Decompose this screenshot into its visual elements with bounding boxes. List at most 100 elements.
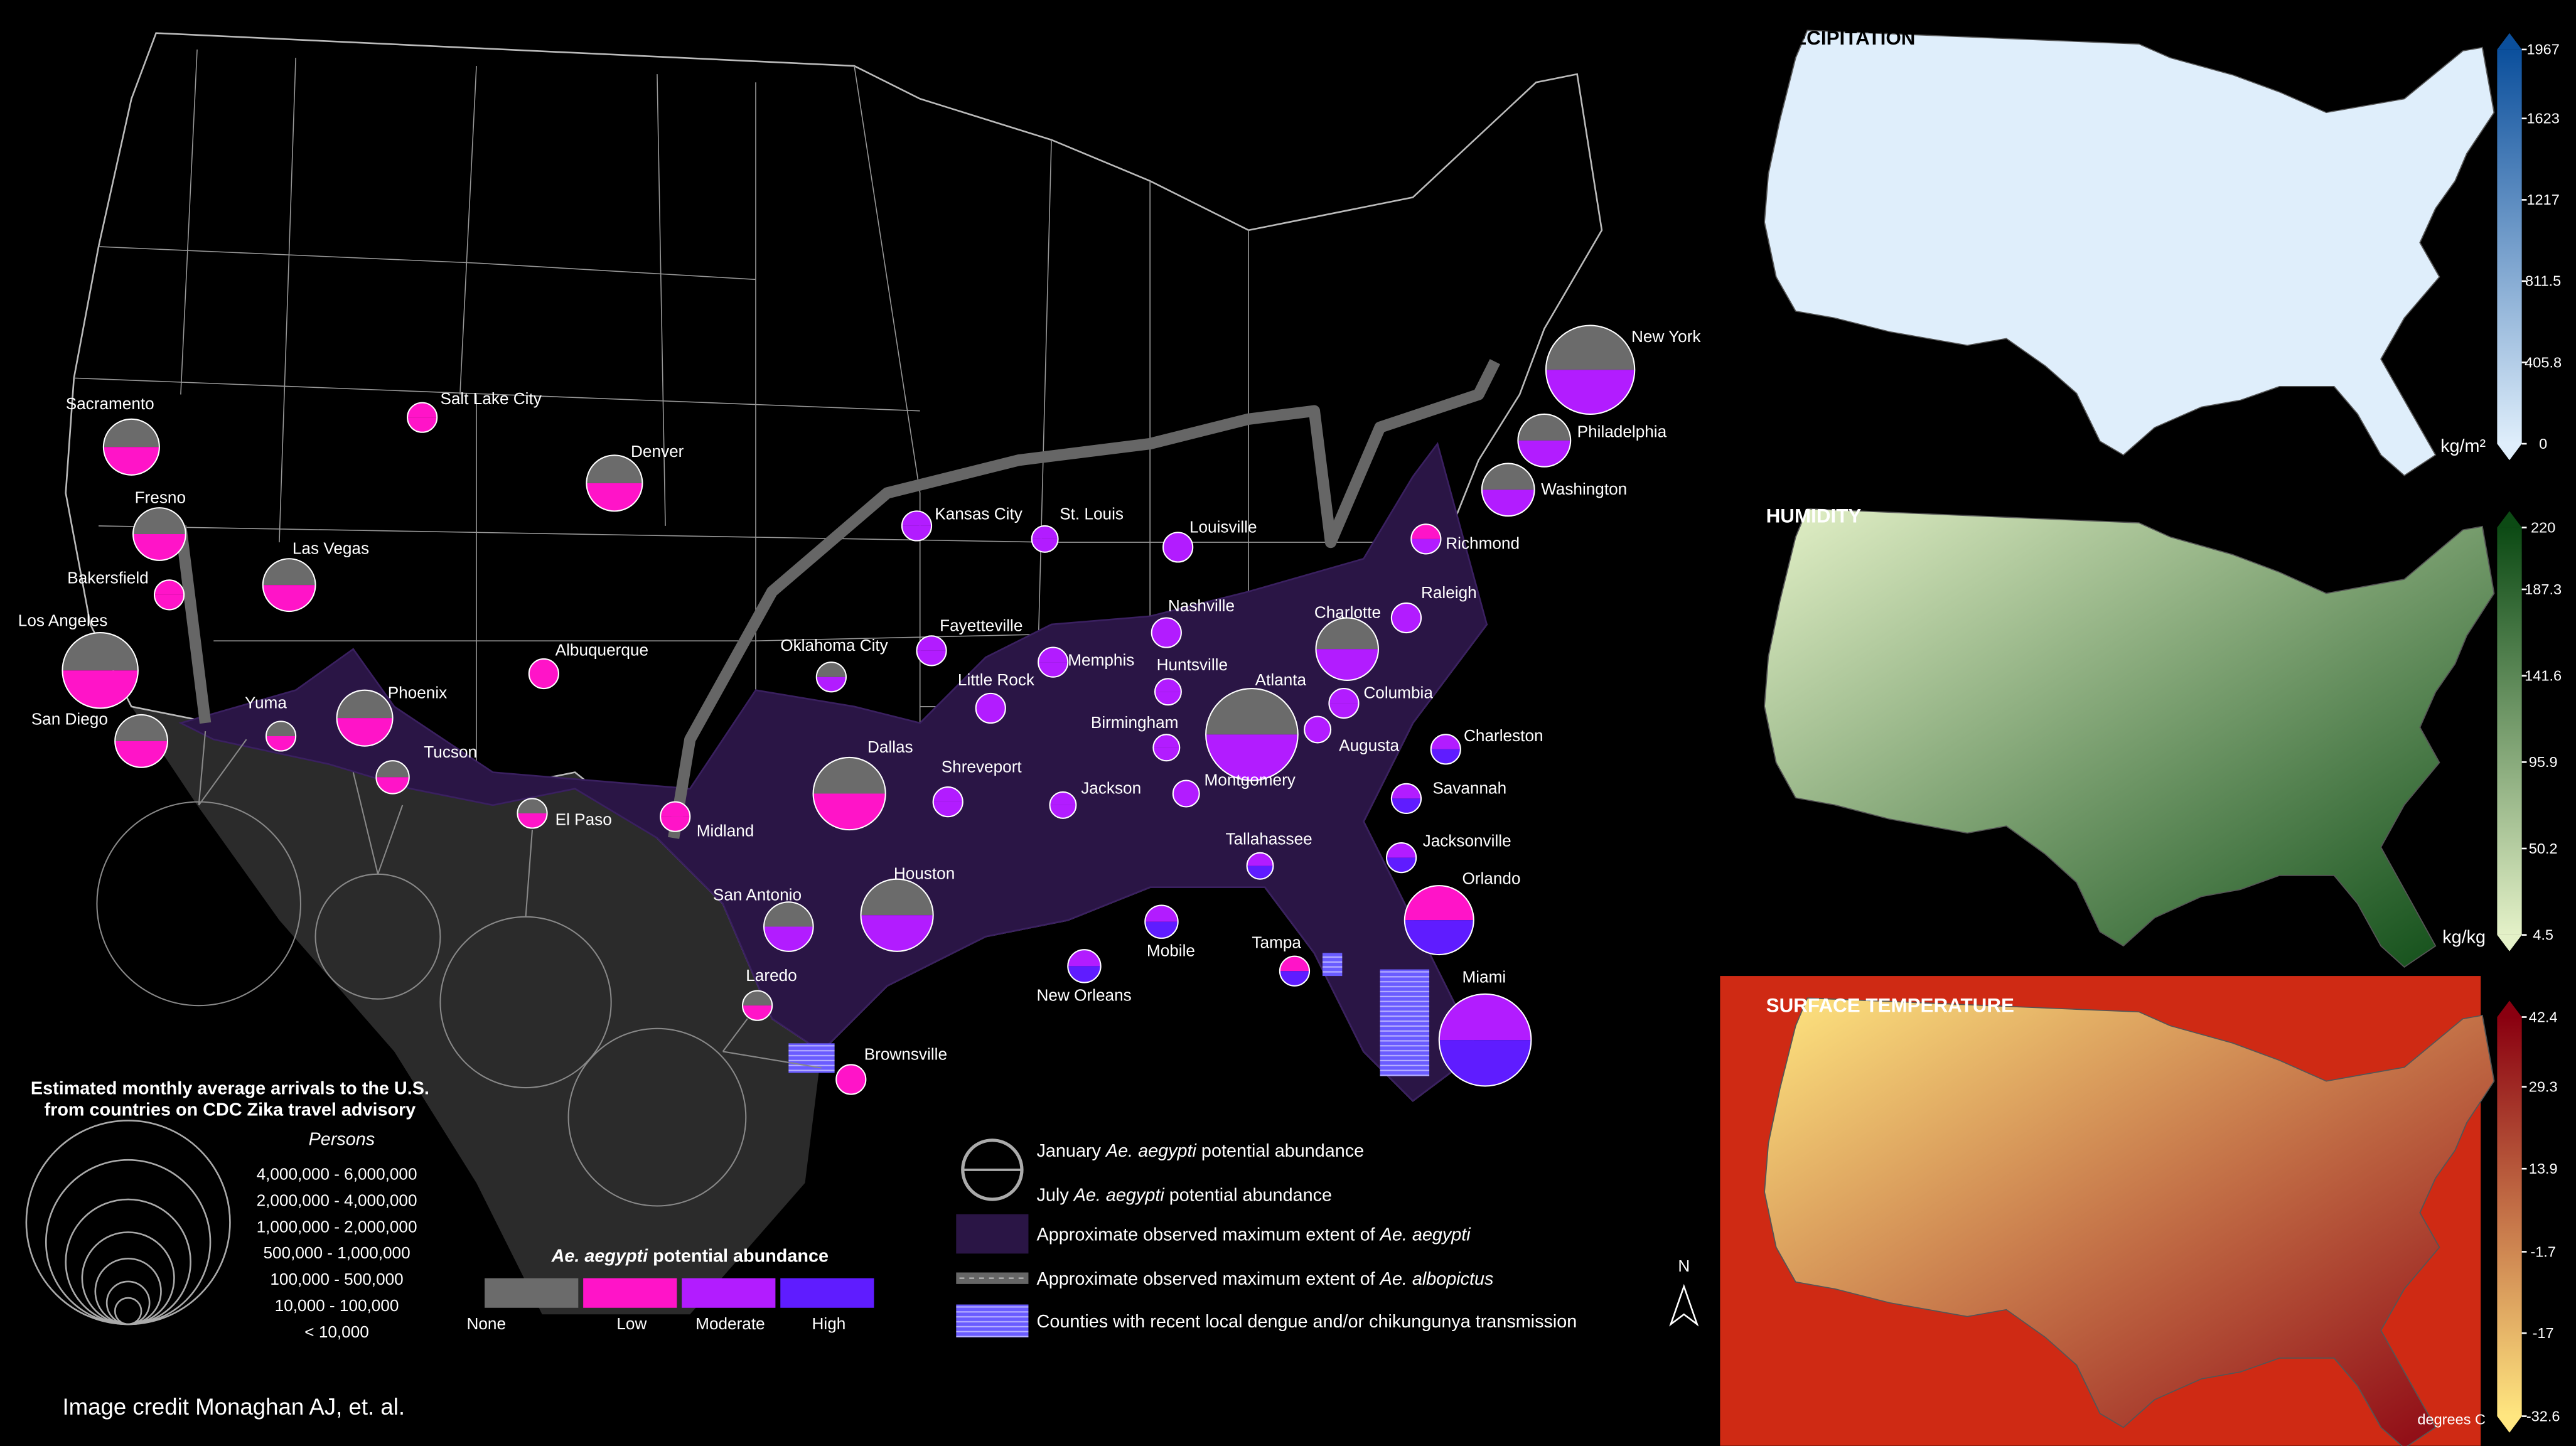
city-outline xyxy=(975,692,1006,724)
july-half xyxy=(1068,966,1101,983)
january-half xyxy=(1154,678,1181,692)
city-outline xyxy=(262,558,316,613)
dengue-counties xyxy=(788,953,1430,1076)
city-label: St. Louis xyxy=(1060,504,1124,523)
city-symbol xyxy=(1328,687,1360,719)
july-half xyxy=(916,650,947,666)
size-circle xyxy=(81,1231,175,1326)
july-half xyxy=(586,483,643,511)
city-label: Tucson xyxy=(424,742,477,761)
july-half xyxy=(266,736,296,751)
city-symbol xyxy=(102,418,160,476)
city-symbol xyxy=(1049,791,1077,819)
july-half xyxy=(1391,618,1422,633)
credit: Image credit Monaghan AJ, et. al. xyxy=(62,1394,405,1420)
key-symbols xyxy=(956,1138,1029,1337)
city-symbol xyxy=(1038,646,1069,678)
july-half xyxy=(103,447,159,475)
city-symbol xyxy=(835,1064,867,1095)
city-symbol xyxy=(262,558,316,613)
city-label: Kansas City xyxy=(935,504,1022,523)
city-outline xyxy=(1390,602,1422,634)
arrivals-legend: Estimated monthly average arrivals to th… xyxy=(25,1079,429,1326)
city-symbol xyxy=(1385,842,1417,874)
city-symbol xyxy=(407,402,438,433)
january-half xyxy=(517,798,547,813)
january-half xyxy=(262,559,316,586)
july-half xyxy=(154,594,185,610)
key-label-part: Approximate observed maximum extent of xyxy=(1037,1269,1380,1289)
january-half xyxy=(154,580,185,595)
city-label: Dallas xyxy=(867,737,913,756)
colorbar-tick-label: 42.4 xyxy=(2529,1009,2558,1025)
city-outline xyxy=(375,760,410,795)
size-class-label: 100,000 - 500,000 xyxy=(270,1270,403,1288)
size-class-label: 1,000,000 - 2,000,000 xyxy=(257,1217,417,1236)
city-label: Denver xyxy=(631,442,684,461)
city-symbol xyxy=(1390,602,1422,634)
january-half xyxy=(1173,780,1199,794)
panel-title: SURFACE TEMPERATURE xyxy=(1766,995,2014,1017)
city-symbol xyxy=(153,579,185,611)
city-outline xyxy=(1304,715,1332,744)
city-label: Bakersfield xyxy=(67,569,148,587)
january-half xyxy=(376,761,409,778)
arrivals-title-line: from countries on CDC Zika travel adviso… xyxy=(45,1100,416,1120)
city-symbol xyxy=(1315,617,1380,681)
january-half xyxy=(933,787,963,802)
city-outline xyxy=(153,579,185,611)
city-label: Miami xyxy=(1462,968,1506,987)
city-symbol xyxy=(1067,949,1102,983)
city-outline xyxy=(660,801,691,832)
colorbar-tick-label: 50.2 xyxy=(2529,840,2558,857)
north-arrow: N xyxy=(1669,1256,1699,1327)
colorbar-bottom-cap xyxy=(2497,1416,2522,1433)
key-label-part: January xyxy=(1037,1141,1106,1161)
january-half xyxy=(266,721,296,736)
city-symbol xyxy=(763,901,814,952)
colorbar-top-cap xyxy=(2497,33,2522,50)
city-outline xyxy=(812,756,886,831)
colorbar-bottom-cap xyxy=(2497,444,2522,461)
city-label: Louisville xyxy=(1189,517,1257,536)
city-outline xyxy=(528,658,559,690)
city-symbol xyxy=(901,510,933,542)
july-half xyxy=(743,1005,773,1020)
july-half xyxy=(1481,490,1535,517)
colorbar-tick-label: 95.9 xyxy=(2529,754,2558,770)
size-class-label: 2,000,000 - 4,000,000 xyxy=(257,1191,417,1210)
city-outline xyxy=(1172,779,1200,808)
july-half xyxy=(1154,692,1181,705)
july-half xyxy=(62,670,138,709)
colorbar-unit: degrees C xyxy=(2417,1411,2486,1428)
city-outline xyxy=(1049,791,1077,819)
city-label: Huntsville xyxy=(1157,655,1228,674)
july-half xyxy=(816,677,846,692)
city-outline xyxy=(916,635,947,667)
colorbar-tick-label: -17 xyxy=(2533,1325,2554,1341)
north-label: N xyxy=(1678,1256,1690,1275)
city-symbol xyxy=(586,454,643,512)
july-half xyxy=(517,813,547,828)
city-outline xyxy=(265,720,297,752)
july-half xyxy=(836,1079,866,1095)
city-label: Richmond xyxy=(1446,534,1520,553)
july-half xyxy=(1411,538,1441,554)
city-outline xyxy=(114,714,169,768)
city-symbol xyxy=(375,760,410,795)
mexico xyxy=(131,706,822,1315)
city-symbol xyxy=(975,692,1006,724)
city-label: Albuquerque xyxy=(555,641,648,660)
abundance-title-species: Ae. aegypti xyxy=(551,1246,649,1266)
january-half xyxy=(1153,734,1180,748)
city-label: Jacksonville xyxy=(1423,831,1511,850)
city-outline xyxy=(1144,904,1179,939)
city-label: Mobile xyxy=(1147,941,1195,960)
size-circle xyxy=(114,1297,142,1326)
city-outline xyxy=(1328,687,1360,719)
city-label: Columbia xyxy=(1363,683,1433,702)
july-half xyxy=(1173,793,1199,807)
july-half xyxy=(1329,703,1359,719)
january-half xyxy=(1163,532,1193,547)
colorbar-tick-label: 220 xyxy=(2531,519,2555,535)
